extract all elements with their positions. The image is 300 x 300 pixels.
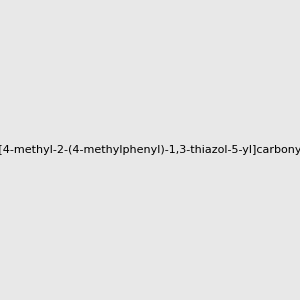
- Text: S-benzyl-N-{[4-methyl-2-(4-methylphenyl)-1,3-thiazol-5-yl]carbonyl}-L-cysteine: S-benzyl-N-{[4-methyl-2-(4-methylphenyl)…: [0, 145, 300, 155]
